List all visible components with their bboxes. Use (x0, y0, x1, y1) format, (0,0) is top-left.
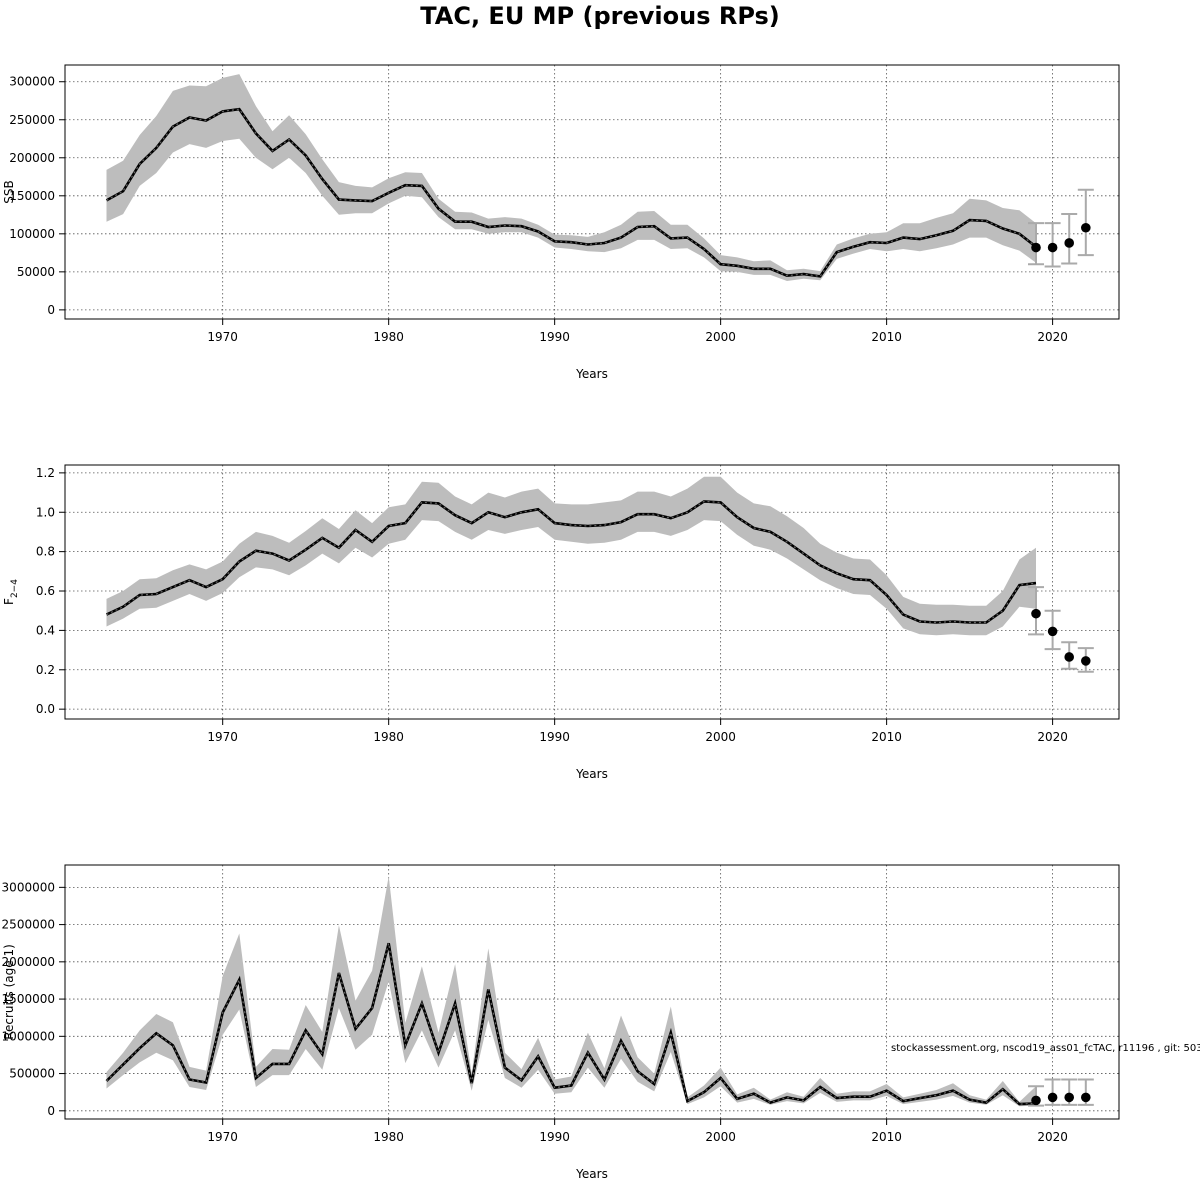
projection-point (1081, 222, 1091, 233)
x-axis-label: Years (575, 1167, 608, 1181)
y-tick-label: 1.0 (36, 505, 55, 519)
projection-point (1047, 626, 1058, 637)
x-tick-label: 1990 (539, 1130, 570, 1144)
projection-point (1064, 1092, 1075, 1103)
y-tick-label: 3000000 (2, 880, 55, 894)
y-tick-label: 100000 (9, 227, 55, 241)
x-tick-label: 1990 (539, 730, 570, 744)
plot-frame (64, 864, 1120, 1120)
x-axis-label: Years (575, 367, 608, 381)
x-tick-label: 1980 (373, 1130, 404, 1144)
estimate-line (105, 942, 1037, 1106)
projection-point (1031, 608, 1041, 619)
panel-2: 1970 1980 1990 2000 2010 2020 0.0 0.2 0.4 0.6 0.8 1… (2, 464, 1120, 781)
chart-title: TAC, EU MP (previous RPs) (420, 2, 779, 30)
projection-point (1047, 1092, 1058, 1103)
x-tick-label: 1990 (539, 330, 570, 344)
projection-point (1031, 1095, 1041, 1106)
y-tick-label: 500000 (9, 1067, 55, 1081)
x-tick-label: 2010 (871, 330, 902, 344)
y-axis-label: Recruits (age 1) (2, 944, 16, 1040)
x-axis-label: Years (575, 767, 608, 781)
x-tick-label: 2020 (1037, 730, 1068, 744)
confidence-band (106, 876, 1036, 1107)
y-tick-label: 0.8 (36, 545, 55, 559)
projection-point (1064, 652, 1075, 662)
panels: 1970 1980 1990 2000 2010 2020 0 50000 100000 1500… (2, 64, 1120, 1181)
x-tick-label: 2000 (705, 330, 736, 344)
footnote: stockassessment.org, nscod19_ass01_fcTAC… (891, 1043, 1200, 1054)
y-tick-label: 1.2 (36, 466, 55, 480)
y-tick-label: 0.4 (36, 623, 55, 637)
y-tick-label: 50000 (17, 265, 55, 279)
panel-1: 1970 1980 1990 2000 2010 2020 0 50000 100000 1500… (2, 64, 1120, 381)
projection-point (1081, 1092, 1091, 1103)
y-tick-label: 150000 (9, 189, 55, 203)
projection-point (1081, 656, 1091, 666)
y-tick-label: 200000 (9, 151, 55, 165)
y-axis-label: F2−4 (2, 579, 20, 605)
x-tick-label: 2020 (1037, 1130, 1068, 1144)
y-tick-label: 0.6 (36, 584, 55, 598)
x-tick-label: 1970 (207, 730, 238, 744)
projection-point (1031, 242, 1041, 253)
confidence-band (106, 476, 1036, 636)
y-tick-label: 250000 (9, 113, 55, 127)
y-tick-label: 0.2 (36, 663, 55, 677)
plot-frame (64, 64, 1120, 320)
y-axis-label: SSB (2, 180, 16, 203)
x-tick-label: 1970 (207, 330, 238, 344)
x-tick-label: 2000 (705, 1130, 736, 1144)
y-tick-label: 0.0 (36, 702, 55, 716)
x-tick-label: 2010 (871, 730, 902, 744)
x-tick-label: 1970 (207, 1130, 238, 1144)
y-tick-label: 0 (47, 303, 55, 317)
y-tick-label: 300000 (9, 75, 55, 89)
projection-point (1064, 238, 1075, 248)
y-tick-label: 0 (47, 1104, 55, 1118)
estimate-line-dash (106, 500, 1037, 624)
confidence-band (106, 74, 1036, 281)
x-tick-label: 1980 (373, 330, 404, 344)
y-tick-label: 2500000 (2, 918, 55, 932)
x-tick-label: 2010 (871, 1130, 902, 1144)
projection-point (1047, 242, 1058, 253)
panel-3: 1970 1980 1990 2000 2010 2020 0 500000 1000000 15… (2, 864, 1120, 1181)
y-tick-label: 1000000 (2, 1029, 55, 1043)
plot-frame (64, 464, 1120, 720)
x-tick-label: 2000 (705, 730, 736, 744)
y-tick-label: 1500000 (2, 992, 55, 1006)
estimate-line-dash (106, 108, 1037, 278)
x-tick-label: 1980 (373, 730, 404, 744)
y-tick-label: 2000000 (2, 955, 55, 969)
x-tick-label: 2020 (1037, 330, 1068, 344)
